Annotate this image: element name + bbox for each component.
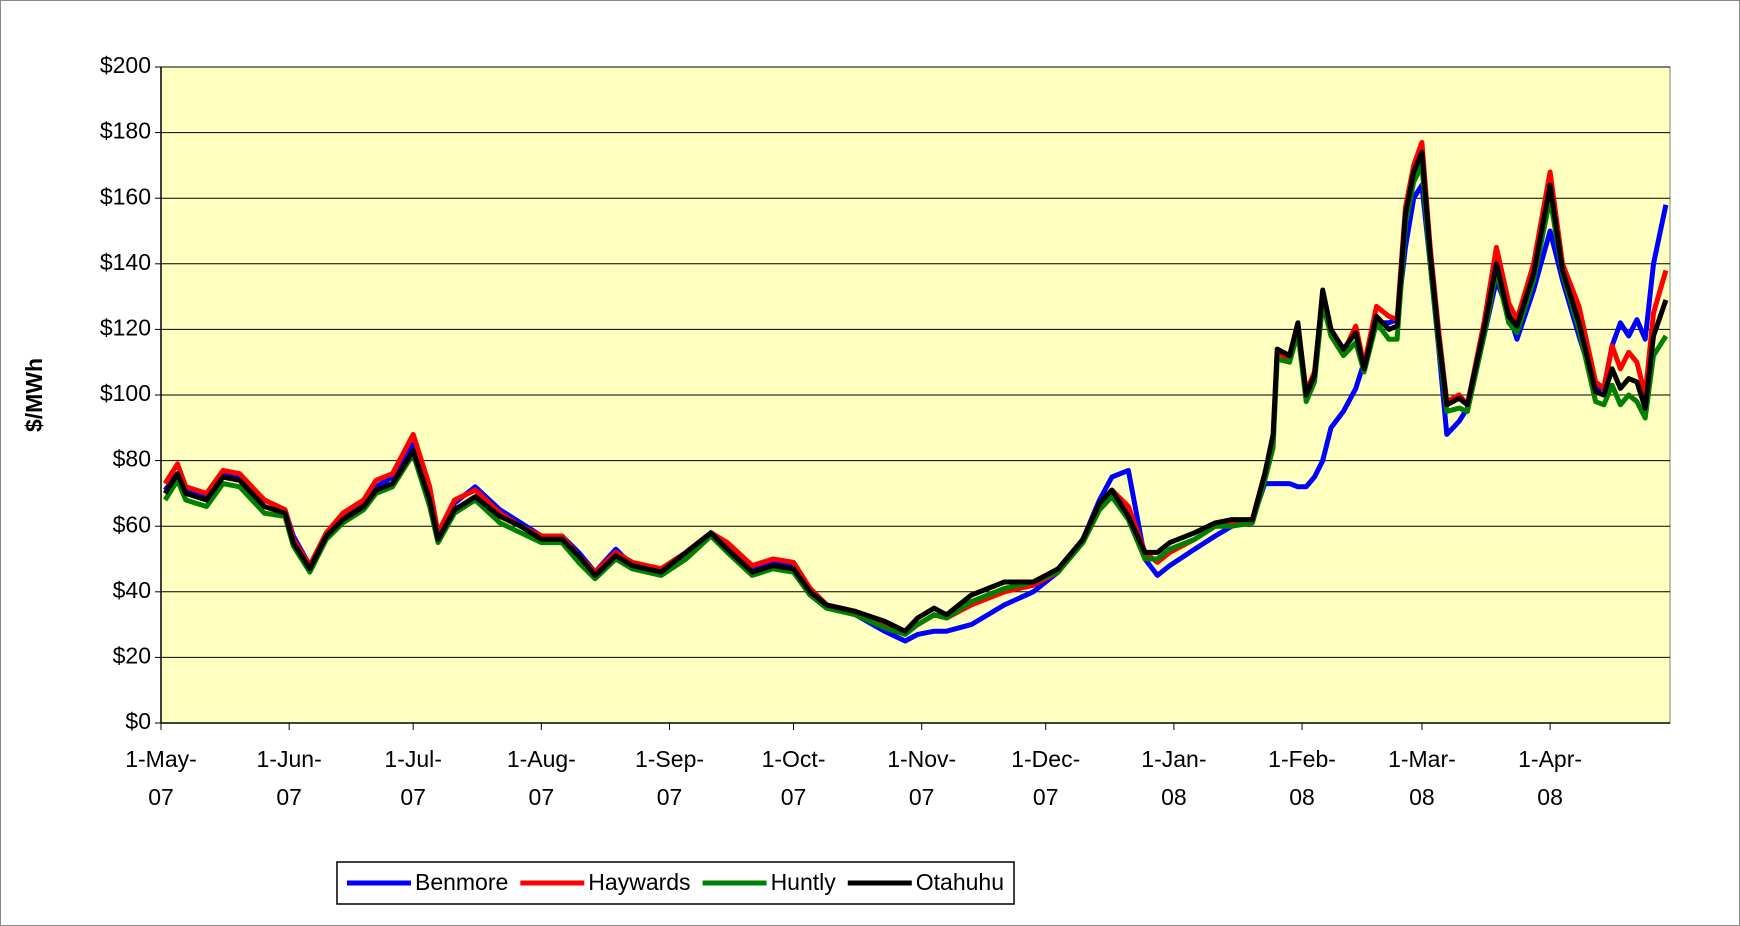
y-tick-label: $180	[100, 118, 151, 144]
y-tick-label: $100	[100, 380, 151, 406]
y-tick-label: $20	[113, 642, 151, 668]
x-tick-label: 1-Oct-07	[762, 746, 826, 810]
legend-label: Benmore	[415, 869, 508, 895]
legend-label: Otahuhu	[916, 869, 1004, 895]
legend-label: Huntly	[771, 869, 837, 895]
x-tick-label: 1-Jun-07	[257, 746, 322, 810]
y-tick-label: $0	[125, 708, 151, 734]
x-tick-label: 1-Sep-07	[635, 746, 704, 810]
x-tick-label: 1-Mar-08	[1388, 746, 1456, 810]
y-tick-label: $200	[100, 52, 151, 78]
x-tick-label: 1-Jul-07	[384, 746, 442, 810]
legend-label: Haywards	[588, 869, 690, 895]
y-tick-label: $140	[100, 249, 151, 275]
x-tick-label: 1-Dec-07	[1011, 746, 1080, 810]
y-axis-title: $/MWh	[21, 358, 47, 432]
x-tick-label: 1-Jan-08	[1141, 746, 1206, 810]
x-tick-label: 1-Aug-07	[507, 746, 576, 810]
line-series	[162, 149, 1669, 634]
x-tick-label: 1-May-07	[125, 746, 197, 810]
x-tick-label: 1-Feb-08	[1268, 746, 1336, 810]
y-tick-label: $40	[113, 577, 151, 603]
x-tick-label: 1-Nov-07	[887, 746, 956, 810]
x-tick-label: 1-Apr-08	[1518, 746, 1582, 810]
legend: Benmore Haywards Huntly Otahuhu	[336, 861, 1015, 905]
y-tick-label: $160	[100, 183, 151, 209]
y-tick-label: $120	[100, 314, 151, 340]
y-tick-label: $80	[113, 446, 151, 472]
y-tick-label: $60	[113, 511, 151, 537]
